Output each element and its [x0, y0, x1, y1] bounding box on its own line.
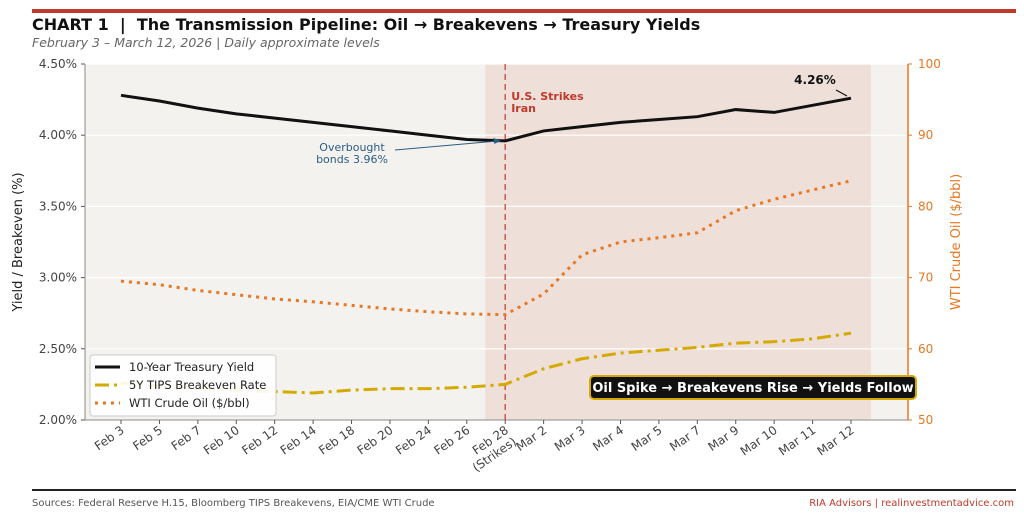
x-tick-label: Feb 26: [431, 423, 472, 458]
x-tick-label: Feb 20: [355, 423, 396, 458]
sources: Sources: Federal Reserve H.15, Bloomberg…: [32, 498, 435, 509]
y2-tick-label: 50: [918, 413, 933, 427]
x-tick-label: Mar 9: [705, 423, 741, 454]
x-tick-label: Feb 14: [278, 423, 319, 458]
x-tick-label: Mar 4: [590, 423, 626, 454]
x-tick-label: Feb 24: [393, 423, 434, 458]
x-tick-label: Mar 10: [738, 423, 780, 458]
callout-text: Oil Spike → Breakevens Rise → Yields Fol…: [592, 381, 913, 396]
x-tick-label: Feb 12: [239, 423, 280, 458]
x-tick-label: Feb 18: [316, 423, 357, 458]
y2-axis-label: WTI Crude Oil ($/bbl): [949, 174, 964, 310]
post-strike-shading: [485, 64, 871, 420]
overbought-annotation: Overbought bonds 3.96%: [316, 141, 388, 166]
x-tick-label: Mar 2: [513, 423, 549, 454]
x-tick-label: Mar 7: [667, 423, 703, 454]
y2-tick-label: 60: [918, 342, 933, 356]
y-tick-label: 4.00%: [39, 128, 77, 142]
series-line-0: [120, 93, 852, 143]
y-tick-label: 2.50%: [39, 342, 77, 356]
x-tick-label: Mar 3: [552, 423, 588, 454]
legend: [89, 354, 277, 417]
y2-tick-label: 80: [918, 199, 933, 213]
y-tick-label: 3.50%: [39, 199, 77, 213]
arrowhead: [493, 137, 502, 144]
x-tick-label: Mar 12: [815, 423, 857, 458]
x-tick-label: Feb 3: [92, 423, 127, 453]
y2-tick-label: 70: [918, 271, 933, 285]
footer-divider: [32, 489, 1016, 491]
legend-label: 5Y TIPS Breakeven Rate: [129, 378, 266, 392]
legend-label: 10-Year Treasury Yield: [129, 360, 254, 374]
strike-annotation: U.S. Strikes Iran: [511, 90, 584, 115]
y2-tick-label: 100: [918, 57, 941, 71]
overbought-arrow: [394, 140, 500, 151]
y-tick-label: 4.50%: [39, 57, 77, 71]
last-value-arrow: [835, 89, 848, 97]
x-tick-label: Mar 11: [776, 423, 818, 458]
y2-tick-label: 90: [918, 128, 933, 142]
last-value-label: 4.26%: [794, 73, 836, 87]
x-tick-label: Mar 5: [629, 423, 665, 454]
top-accent-bar: [32, 9, 1016, 13]
x-tick-label: Feb 28(Strikes): [462, 423, 519, 475]
y-tick-label: 3.00%: [39, 271, 77, 285]
chart-title: CHART 1 | The Transmission Pipeline: Oil…: [32, 15, 701, 34]
chart-subtitle: February 3 – March 12, 2026 | Daily appr…: [32, 35, 380, 50]
x-tick-label: Feb 10: [201, 423, 242, 458]
callout-box: [589, 375, 917, 400]
x-tick-label: Feb 5: [130, 423, 165, 453]
legend-label: WTI Crude Oil ($/bbl): [129, 396, 250, 410]
brand: RIA Advisors | realinvestmentadvice.com: [809, 498, 1014, 509]
x-tick-label: Feb 7: [169, 423, 204, 453]
y-tick-label: 2.00%: [39, 413, 77, 427]
y-axis-label: Yield / Breakeven (%): [11, 172, 26, 312]
series-line-2: [120, 179, 852, 317]
